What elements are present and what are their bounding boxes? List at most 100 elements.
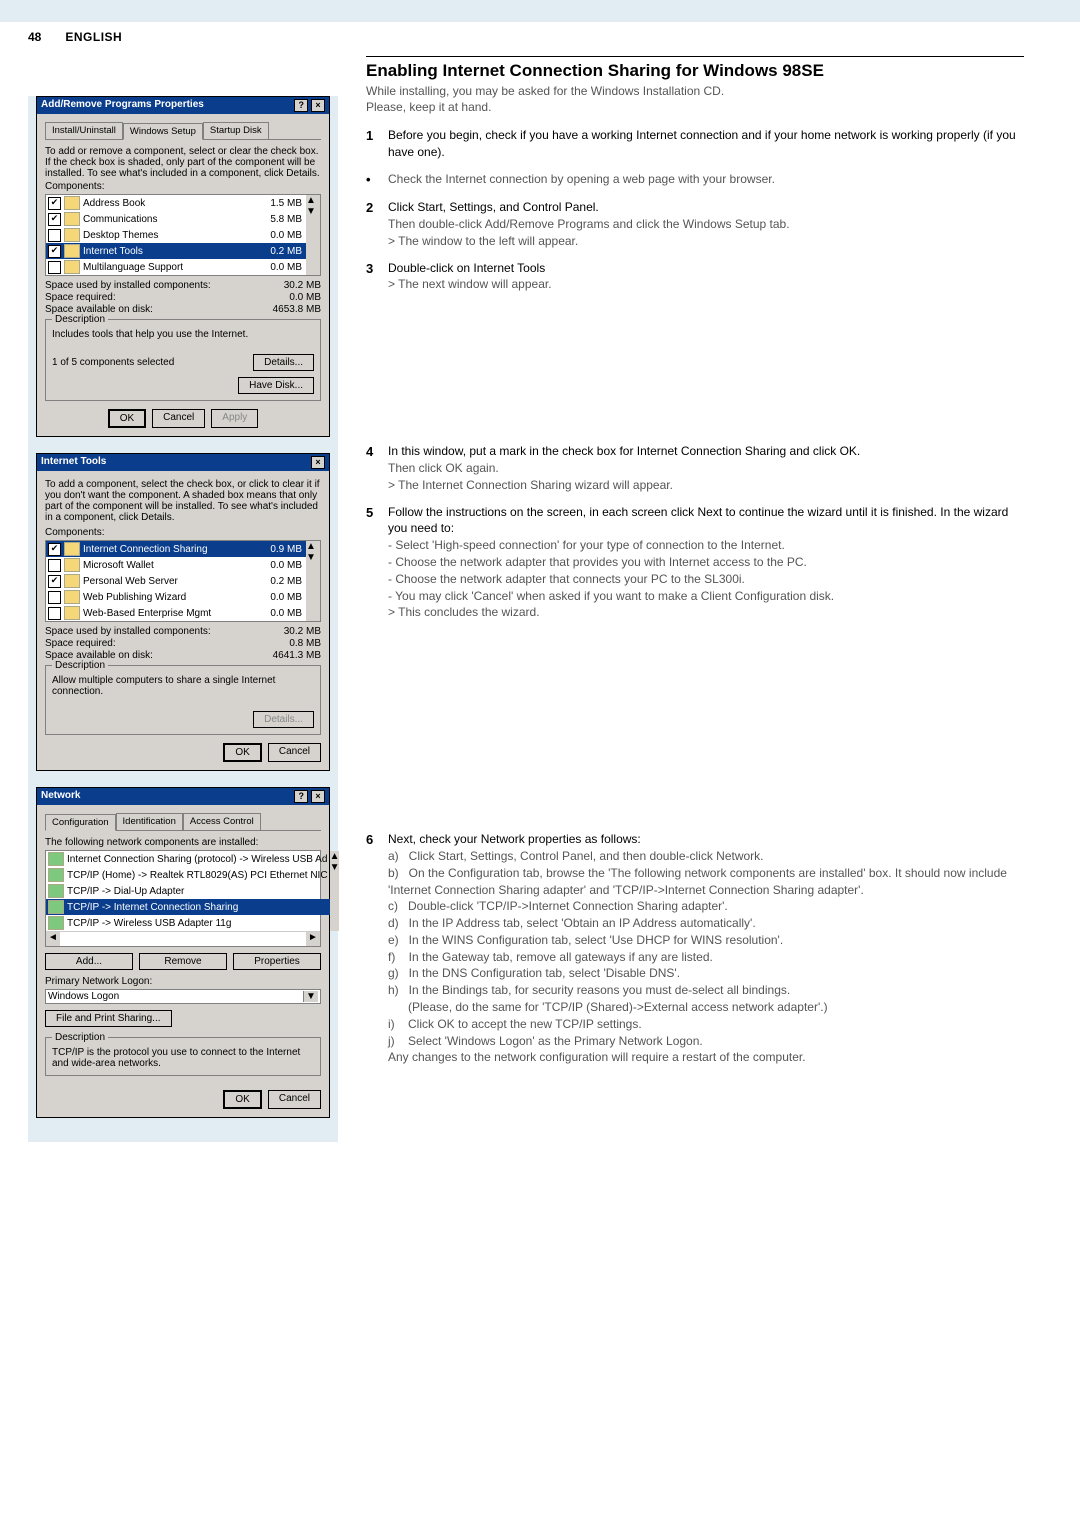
components-list[interactable]: ✔ Address Book1.5 MB ✔ Communications5.8 MB… xyxy=(45,194,321,276)
list-item[interactable]: TCP/IP (Home) -> Realtek RTL8029(AS) PCI… xyxy=(46,867,330,883)
checkbox[interactable]: ✔ xyxy=(48,575,61,588)
list-item[interactable]: TCP/IP -> Internet Connection Sharing xyxy=(46,899,330,915)
tab-access-control[interactable]: Access Control xyxy=(183,813,261,830)
close-icon[interactable]: × xyxy=(311,99,325,112)
component-name: Address Book xyxy=(83,198,252,209)
protocol-name: TCP/IP (Home) -> Realtek RTL8029(AS) PCI… xyxy=(67,870,328,881)
component-size: 0.0 MB xyxy=(252,560,304,571)
cancel-button[interactable]: Cancel xyxy=(268,1090,321,1109)
ok-button[interactable]: OK xyxy=(223,743,261,762)
details-button: Details... xyxy=(253,711,314,728)
space-used-value: 30.2 MB xyxy=(284,626,321,637)
checkbox[interactable]: ✔ xyxy=(48,213,61,226)
step-6i: Click OK to accept the new TCP/IP settin… xyxy=(408,1017,642,1031)
tab-startup-disk[interactable]: Startup Disk xyxy=(203,122,269,139)
list-item[interactable]: Web Publishing Wizard0.0 MB xyxy=(46,589,306,605)
help-icon[interactable]: ? xyxy=(294,99,308,112)
description-text: TCP/IP is the protocol you use to connec… xyxy=(52,1047,314,1069)
tab-windows-setup[interactable]: Windows Setup xyxy=(123,123,203,140)
list-item[interactable]: ✔Internet Tools0.2 MB xyxy=(46,243,306,259)
checkbox[interactable] xyxy=(48,261,61,274)
space-available-value: 4641.3 MB xyxy=(273,650,321,661)
space-required-label: Space required: xyxy=(45,638,116,649)
checkbox[interactable]: ✔ xyxy=(48,245,61,258)
list-item[interactable]: ✔Internet Connection Sharing0.9 MB xyxy=(46,541,306,557)
scrollbar[interactable]: ▲▼ xyxy=(306,541,320,621)
close-icon[interactable]: × xyxy=(311,456,325,469)
dialog-title: Internet Tools xyxy=(41,456,106,469)
list-item[interactable]: ✔ Address Book1.5 MB xyxy=(46,195,306,211)
step-6g: In the DNS Configuration tab, select 'Di… xyxy=(409,966,680,980)
step-6c: Double-click 'TCP/IP->Internet Connectio… xyxy=(408,899,728,913)
component-size: 0.0 MB xyxy=(252,592,304,603)
tab-identification[interactable]: Identification xyxy=(116,813,183,830)
protocol-icon xyxy=(48,916,64,930)
list-item[interactable]: ✔ Communications5.8 MB xyxy=(46,211,306,227)
list-item[interactable]: TCP/IP -> Wireless USB Adapter 11g xyxy=(46,915,330,931)
scroll-right-icon[interactable]: ► xyxy=(306,932,320,946)
selection-count: 1 of 5 components selected xyxy=(52,357,174,368)
component-size: 0.0 MB xyxy=(252,230,304,241)
tab-configuration[interactable]: Configuration xyxy=(45,814,116,831)
close-icon[interactable]: × xyxy=(311,790,325,803)
scroll-left-icon[interactable]: ◄ xyxy=(46,932,60,946)
checkbox[interactable] xyxy=(48,591,61,604)
components-list[interactable]: ✔Internet Connection Sharing0.9 MBMicros… xyxy=(45,540,321,622)
list-item[interactable]: Microsoft Wallet0.0 MB xyxy=(46,557,306,573)
list-item[interactable]: Desktop Themes0.0 MB xyxy=(46,227,306,243)
component-icon xyxy=(64,606,80,620)
list-item[interactable]: ✔Personal Web Server0.2 MB xyxy=(46,573,306,589)
help-icon[interactable]: ? xyxy=(294,790,308,803)
components-label: Components: xyxy=(45,181,321,192)
dialog-title: Network xyxy=(41,790,80,803)
ok-button[interactable]: OK xyxy=(108,409,146,428)
list-item[interactable]: Web-Based Enterprise Mgmt0.0 MB xyxy=(46,605,306,621)
space-used-label: Space used by installed components: xyxy=(45,626,211,637)
primary-logon-label: Primary Network Logon: xyxy=(45,976,321,987)
checkbox[interactable]: ✔ xyxy=(48,543,61,556)
space-required-value: 0.8 MB xyxy=(289,638,321,649)
properties-button[interactable]: Properties xyxy=(233,953,321,970)
tab-install-uninstall[interactable]: Install/Uninstall xyxy=(45,122,123,139)
checkbox[interactable] xyxy=(48,229,61,242)
remove-button[interactable]: Remove xyxy=(139,953,227,970)
component-icon xyxy=(64,260,80,274)
file-print-sharing-button[interactable]: File and Print Sharing... xyxy=(45,1010,172,1027)
description-legend: Description xyxy=(52,314,108,325)
cancel-button[interactable]: Cancel xyxy=(152,409,205,428)
list-item[interactable]: TCP/IP -> Dial-Up Adapter xyxy=(46,883,330,899)
component-name: Communications xyxy=(83,214,252,225)
description-text: Allow multiple computers to share a sing… xyxy=(52,675,314,697)
ok-button[interactable]: OK xyxy=(223,1090,261,1109)
checkbox[interactable] xyxy=(48,607,61,620)
step-number: 6 xyxy=(366,831,388,1066)
step-number: 3 xyxy=(366,260,388,294)
network-dialog: Network ? × Configuration Identification… xyxy=(36,787,330,1118)
component-size: 5.8 MB xyxy=(252,214,304,225)
scrollbar[interactable]: ▲▼ xyxy=(330,851,340,931)
checkbox[interactable]: ✔ xyxy=(48,197,61,210)
chevron-down-icon[interactable]: ▼ xyxy=(303,991,318,1002)
details-button[interactable]: Details... xyxy=(253,354,314,371)
step-5e: > This concludes the wizard. xyxy=(388,605,540,619)
network-components-list[interactable]: Internet Connection Sharing (protocol) -… xyxy=(45,850,321,947)
component-icon xyxy=(64,590,80,604)
protocol-name: TCP/IP -> Wireless USB Adapter 11g xyxy=(67,918,328,929)
primary-logon-select[interactable]: Windows Logon ▼ xyxy=(45,989,321,1004)
component-size: 0.0 MB xyxy=(252,608,304,619)
component-icon xyxy=(64,574,80,588)
space-used-label: Space used by installed components: xyxy=(45,280,211,291)
cancel-button[interactable]: Cancel xyxy=(268,743,321,762)
checkbox[interactable] xyxy=(48,559,61,572)
components-installed-label: The following network components are ins… xyxy=(45,837,321,848)
scrollbar[interactable]: ▲▼ xyxy=(306,195,320,275)
step-4b: Then click OK again. xyxy=(388,461,499,475)
have-disk-button[interactable]: Have Disk... xyxy=(238,377,314,394)
list-item[interactable]: Internet Connection Sharing (protocol) -… xyxy=(46,851,330,867)
component-size: 0.9 MB xyxy=(252,544,304,555)
intro-line-2: Please, keep it at hand. xyxy=(366,100,491,114)
list-item[interactable]: Multilanguage Support0.0 MB xyxy=(46,259,306,275)
component-size: 1.5 MB xyxy=(252,198,304,209)
step-1-bullet: Check the Internet connection by opening… xyxy=(388,171,1024,189)
add-button[interactable]: Add... xyxy=(45,953,133,970)
